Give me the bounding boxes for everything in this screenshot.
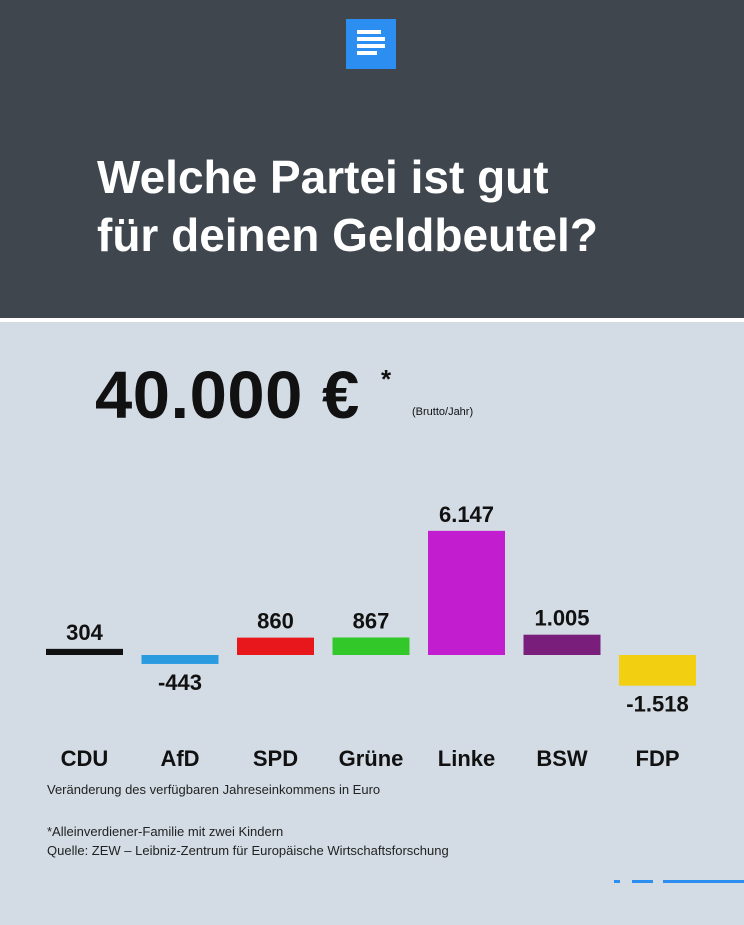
decorative-dash: [614, 880, 620, 883]
page-title: Welche Partei ist gut für deinen Geldbeu…: [97, 148, 717, 264]
value-label-spd: 860: [257, 609, 294, 634]
value-label-linke: 6.147: [439, 502, 494, 527]
x-axis-label: Veränderung des verfügbaren Jahreseinkom…: [47, 782, 381, 797]
title-line-2: für deinen Geldbeutel?: [97, 209, 598, 261]
category-label-fdp: FDP: [636, 746, 680, 771]
decorative-dash: [663, 880, 744, 883]
income-note: (Brutto/Jahr): [412, 406, 474, 418]
value-label-afd: -443: [158, 670, 202, 695]
income-amount: 40.000 €: [95, 358, 360, 433]
category-label-grüne: Grüne: [339, 746, 404, 771]
bar-cdu: [46, 648, 123, 655]
value-label-bsw: 1.005: [534, 606, 589, 631]
title-line-1: Welche Partei ist gut: [97, 151, 549, 203]
value-label-cdu: 304: [66, 620, 103, 645]
bar-afd: [141, 655, 219, 664]
deutschlandfunk-logo-icon: [346, 19, 396, 69]
category-label-bsw: BSW: [536, 746, 588, 771]
footnote-source: Quelle: ZEW – Leibniz-Zentrum für Europä…: [47, 843, 449, 858]
category-label-spd: SPD: [253, 746, 298, 771]
category-label-linke: Linke: [438, 746, 495, 771]
bar-bsw: [523, 634, 601, 655]
decorative-dash: [632, 880, 653, 883]
category-label-afd: AfD: [160, 746, 199, 771]
bar-grüne: [332, 637, 410, 655]
footnote-family: *Alleinverdiener-Familie mit zwei Kinder…: [47, 824, 284, 839]
value-label-grüne: 867: [353, 608, 390, 633]
bar-fdp: [619, 655, 696, 686]
footnotes: *Alleinverdiener-Familie mit zwei Kinder…: [47, 822, 449, 860]
category-label-cdu: CDU: [61, 746, 109, 771]
bar-linke: [428, 530, 505, 655]
bar-spd: [237, 637, 314, 655]
value-label-fdp: -1.518: [626, 692, 688, 717]
income-footnote-marker: *: [381, 364, 392, 394]
divider: [0, 318, 744, 322]
